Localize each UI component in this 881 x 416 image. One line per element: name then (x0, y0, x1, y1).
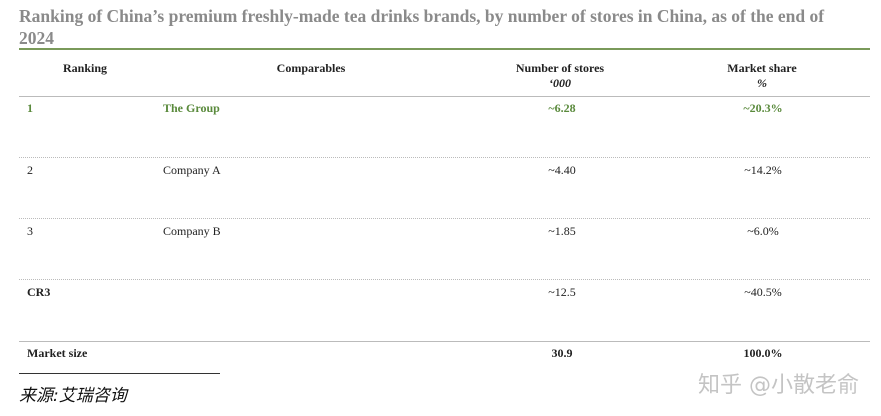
table-cell: 30.9 (551, 346, 573, 360)
source: 来源:艾瑞咨询 (19, 386, 127, 406)
column-header: Ranking (62, 61, 108, 75)
row-separator (19, 341, 870, 342)
source-rule (19, 373, 220, 374)
header-rule (19, 96, 870, 97)
table-cell: 3 (27, 224, 33, 238)
table-cell: 1 (27, 101, 33, 115)
table-cell: Company A (163, 163, 221, 177)
table-cell: ~12.5 (548, 285, 576, 299)
column-header: Market share (727, 61, 797, 75)
title-rule (19, 48, 870, 50)
table-cell: ~4.40 (548, 163, 576, 177)
table-cell: Company B (163, 224, 221, 238)
table-cell: ~40.5% (744, 285, 782, 299)
table-cell: 100.0% (743, 346, 783, 360)
table-cell: Market size (27, 346, 88, 360)
table-cell: ~6.0% (747, 224, 779, 238)
row-separator (19, 279, 870, 280)
row-separator (19, 218, 870, 219)
table-cell: ~1.85 (548, 224, 576, 238)
table-cell: ~20.3% (743, 101, 783, 115)
watermark: 知乎 @小散老俞 (698, 373, 859, 398)
column-unit: ʻ000 (549, 76, 571, 90)
table-cell: 2 (27, 163, 33, 177)
column-header: Comparables (276, 61, 346, 75)
table-cell: The Group (163, 101, 220, 115)
row-separator (19, 157, 870, 158)
table-cell: ~14.2% (744, 163, 782, 177)
column-unit: % (757, 76, 767, 90)
table-cell: CR3 (27, 285, 51, 299)
title: Ranking of China’s premium freshly-made … (19, 6, 825, 48)
column-header: Number of stores (515, 61, 605, 75)
table-cell: ~6.28 (548, 101, 576, 115)
